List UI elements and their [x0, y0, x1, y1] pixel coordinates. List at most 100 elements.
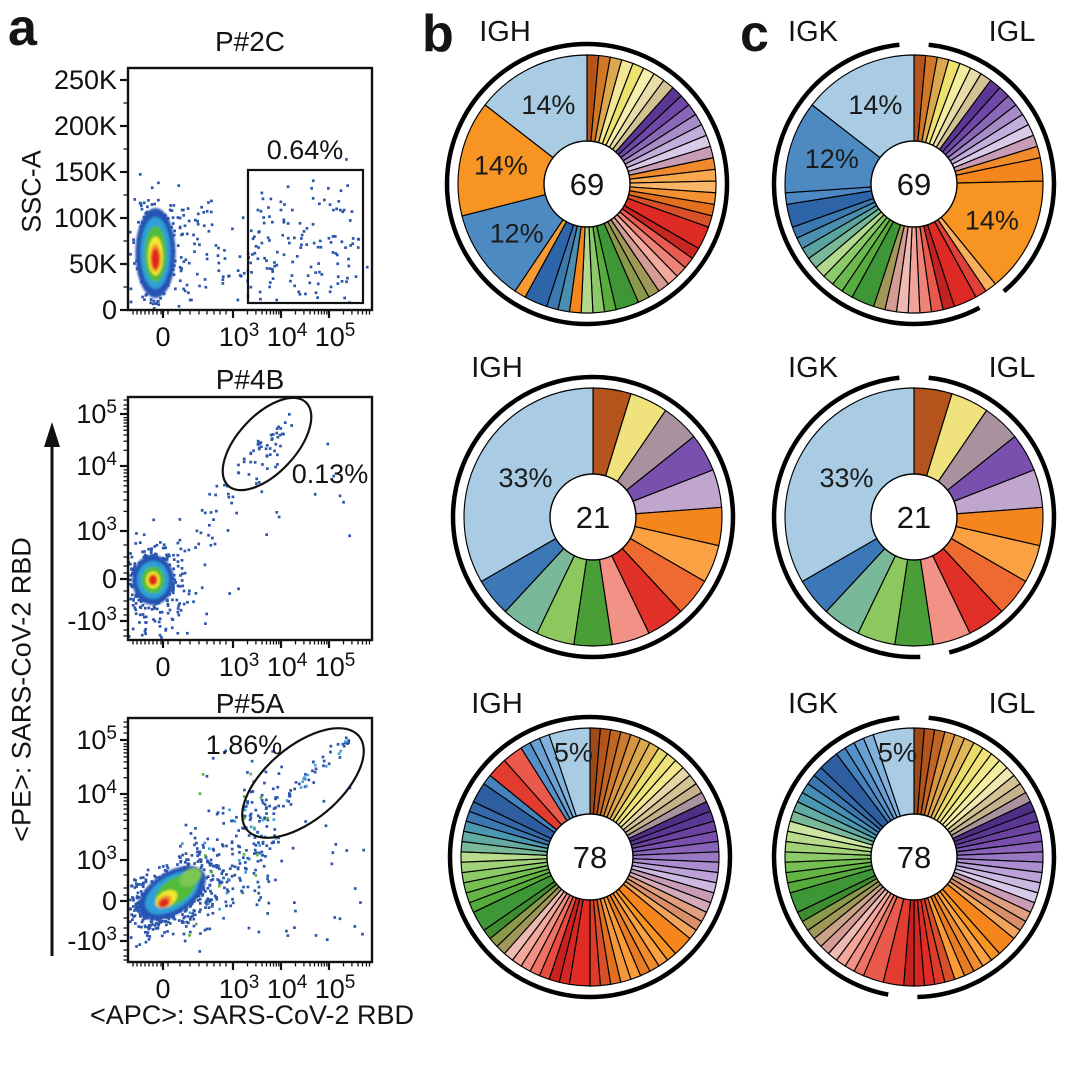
axis-tick-label: 105	[76, 397, 117, 429]
pie-center-count: 78	[897, 840, 931, 875]
pie-heading-igl-3: IGL	[988, 688, 1036, 720]
plot-title-p2c: P#2C	[214, 26, 286, 57]
flow-plot-P#2C: 0 103 104 105 250K 200K 150K 100K 50K 0	[54, 65, 374, 352]
axis-tick-label: 103	[76, 514, 117, 546]
scatter-points	[129, 158, 369, 309]
gate-label-p4b: 0.13%	[291, 459, 369, 489]
density-blob	[132, 555, 174, 605]
pie-IGH-21: 21 33%	[450, 374, 736, 660]
axis-tick-label: 104	[267, 972, 308, 1004]
pie-percent-label: 5%	[878, 737, 917, 767]
pie-IGKL-21: 21 33%	[771, 375, 1057, 660]
pie-center-count: 21	[897, 500, 931, 535]
axis-tick-label: 200K	[54, 111, 117, 141]
axis-tick-label: 104	[76, 449, 117, 481]
pie-heading-igl-2: IGL	[988, 352, 1036, 384]
pie-IGKL-78: 78 5%	[771, 715, 1057, 1000]
axis-tick-label: 104	[267, 650, 308, 682]
axis-tick-label: 50K	[69, 249, 117, 279]
ring-arc-igl	[928, 375, 1057, 655]
pie-center-hole	[546, 813, 634, 901]
panel-b-label: b	[422, 5, 454, 63]
axis-tick-label: 0	[102, 295, 117, 325]
axis-tick-label: 250K	[54, 65, 117, 95]
pie-outer-ring	[444, 41, 730, 327]
pie-outer-ring	[450, 374, 736, 660]
pie-slices	[784, 387, 1044, 647]
pie-center-hole	[870, 473, 958, 561]
axis-tick-label: 105	[315, 320, 356, 352]
axis-tick-label: 103	[219, 320, 260, 352]
axis-tick-label: 104	[267, 320, 308, 352]
pie-heading-igh-1: IGH	[479, 16, 531, 48]
pie-percent-label: 14%	[474, 151, 528, 181]
pie-percent-label: 12%	[490, 218, 544, 248]
axis-tick-label: 0	[102, 886, 117, 916]
pie-heading-igk-1: IGK	[788, 16, 838, 48]
pie-center-count: 69	[897, 167, 931, 202]
scatter-points	[129, 736, 365, 961]
gate-label-p5a: 1.86%	[205, 730, 283, 760]
axis-tick-label: 0	[155, 322, 170, 352]
pie-heading-igh-3: IGH	[471, 688, 523, 720]
pie-IGH-69: 69 14% 14% 12%	[444, 41, 730, 327]
pie-heading-igk-3: IGK	[788, 688, 838, 720]
pie-percent-label: 12%	[805, 144, 859, 174]
pie-center-hole	[870, 813, 958, 901]
ring-arc-igl	[917, 715, 1057, 1000]
pie-IGH-78: 78 5%	[447, 714, 733, 1000]
pie-outer-ring	[771, 375, 1057, 660]
axis-tick-label: 103	[76, 843, 117, 875]
axis-tick-label: -103	[67, 604, 117, 636]
axis-tick-label: 150K	[54, 157, 117, 187]
pie-percent-label: 14%	[848, 90, 902, 120]
gate-label-p2c: 0.64%	[266, 135, 344, 165]
pie-center-hole	[549, 473, 637, 561]
axis-tick-label: 105	[315, 650, 356, 682]
gate-outline	[246, 168, 365, 305]
gate-outline	[241, 727, 365, 839]
axis-tick-label: -103	[67, 924, 117, 956]
pie-IGKL-69: 69 14% 12% 14%	[771, 42, 1057, 327]
axis-tick-label: 103	[219, 972, 260, 1004]
pie-heading-igh-2: IGH	[471, 352, 523, 384]
pie-heading-igl-1: IGL	[988, 16, 1036, 48]
axis-tick-label: 100K	[54, 203, 117, 233]
pie-outer-ring	[447, 714, 733, 1000]
ring-arc-igl	[928, 42, 1057, 294]
pie-percent-label: 33%	[819, 463, 873, 493]
pie-heading-igk-2: IGK	[788, 352, 838, 384]
plot-frame	[126, 395, 374, 642]
pie-outer-ring	[771, 42, 1057, 327]
density-blob	[138, 865, 206, 921]
axis-tick-label: 0	[102, 564, 117, 594]
pie-percent-label: 5%	[554, 737, 593, 767]
apc-axis-label: <APC>: SARS-CoV-2 RBD	[89, 1000, 415, 1030]
plot-title-p5a: P#5A	[215, 688, 285, 719]
pie-center-count: 21	[576, 500, 610, 535]
y-axis-arrow	[44, 422, 60, 956]
ring-arc-igk	[771, 42, 981, 327]
pie-percent-label: 33%	[498, 463, 552, 493]
axis-tick-label: 103	[219, 650, 260, 682]
ring-arc-igk	[771, 375, 921, 660]
ssc-axis-label: SSC-A	[16, 150, 47, 233]
pe-axis-label: <PE>: SARS-CoV-2 RBD	[6, 537, 37, 842]
axis-tick-label: 0	[155, 652, 170, 682]
pie-center-hole	[870, 140, 958, 228]
plot-frame	[126, 66, 374, 312]
ring-arc-igk	[771, 715, 900, 997]
panel-a-label: a	[8, 0, 37, 57]
axis-tick-label: 0	[155, 974, 170, 1004]
pie-percent-label: 14%	[965, 205, 1019, 235]
axis-tick-label: 105	[315, 972, 356, 1004]
pie-center-count: 78	[573, 840, 607, 875]
pie-outer-ring	[771, 715, 1057, 1000]
panel-c-label: c	[740, 5, 769, 63]
pie-center-count: 69	[570, 167, 604, 202]
scatter-points	[129, 413, 351, 639]
